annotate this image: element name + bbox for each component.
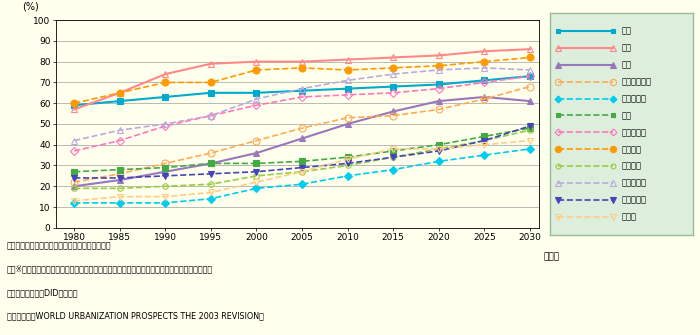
Text: (%): (%) (22, 2, 39, 12)
Text: インドネシア: インドネシア (622, 77, 651, 86)
Text: タイ: タイ (622, 111, 631, 120)
Text: ミャンマー: ミャンマー (622, 196, 646, 205)
Text: （注）都市化率＝（都市居住者数）／（総人口）: （注）都市化率＝（都市居住者数）／（総人口） (7, 241, 111, 250)
Text: 資料）国連『WORLD URBANIZATION PROSPECTS THE 2003 REVISION』: 資料）国連『WORLD URBANIZATION PROSPECTS THE 2… (7, 312, 264, 321)
Text: ラオス: ラオス (622, 213, 636, 222)
Text: （例）日本：DID地区人口: （例）日本：DID地区人口 (7, 288, 78, 297)
Text: ベトナム: ベトナム (622, 162, 641, 171)
Text: マレーシア: マレーシア (622, 179, 646, 188)
Text: フィリピン: フィリピン (622, 128, 646, 137)
Text: （年）: （年） (544, 253, 560, 262)
Text: 韓国: 韓国 (622, 43, 631, 52)
Text: ※都市居住者数とは、各国の国勢調査において定義されている「都市」の居住者数である。: ※都市居住者数とは、各国の国勢調査において定義されている「都市」の居住者数である… (7, 265, 213, 274)
Text: カンボジア: カンボジア (622, 94, 646, 103)
Text: 中国: 中国 (622, 60, 631, 69)
Text: ブルネイ: ブルネイ (622, 145, 641, 154)
Text: 日本: 日本 (622, 26, 631, 35)
